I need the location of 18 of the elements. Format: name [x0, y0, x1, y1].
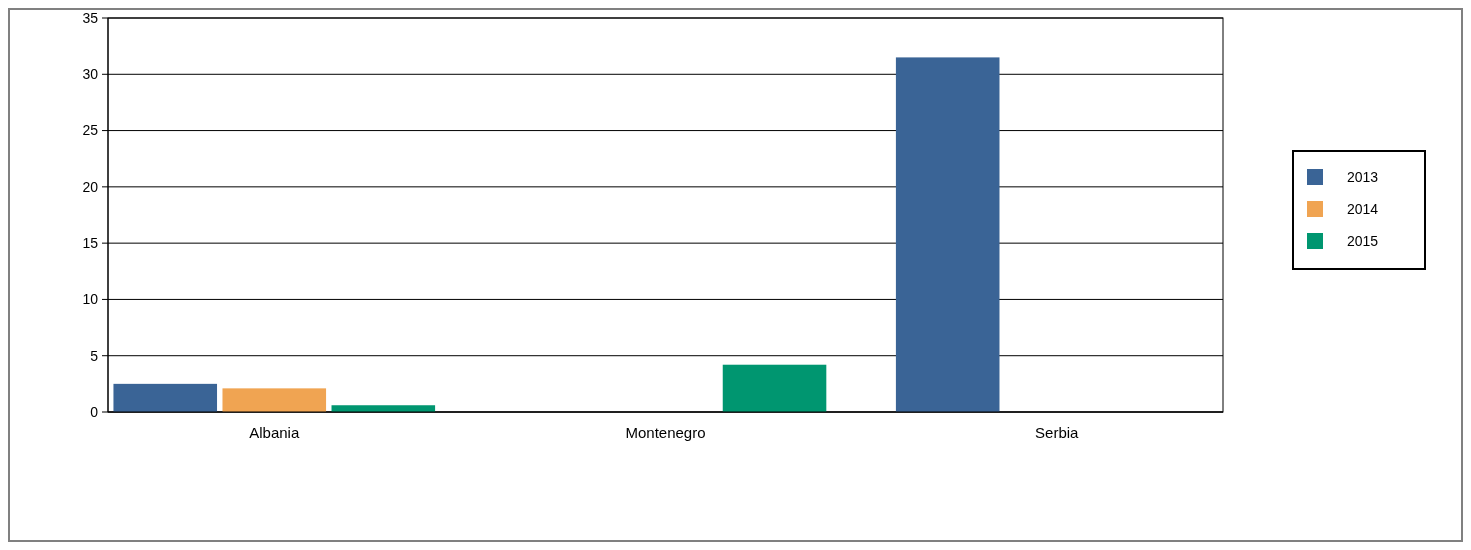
x-tick-label: Albania [249, 424, 300, 441]
y-tick-label: 0 [90, 403, 99, 420]
legend-label: 2013 [1347, 168, 1379, 185]
bar [222, 388, 327, 412]
y-tick-label: 15 [82, 235, 99, 252]
y-tick-label: 10 [82, 291, 99, 308]
legend-label: 2015 [1347, 232, 1379, 249]
x-tick-label: Montenegro [625, 424, 706, 441]
x-tick-label: Serbia [1035, 424, 1080, 441]
y-tick-label: 35 [82, 9, 99, 26]
y-tick-label: 30 [82, 66, 99, 83]
y-tick-label: 25 [82, 122, 99, 139]
bar [722, 364, 827, 412]
y-tick-label: 5 [90, 347, 99, 364]
bar [895, 57, 1000, 412]
bar [113, 383, 218, 412]
legend-label: 2014 [1347, 200, 1379, 217]
y-tick-label: 20 [82, 178, 99, 195]
